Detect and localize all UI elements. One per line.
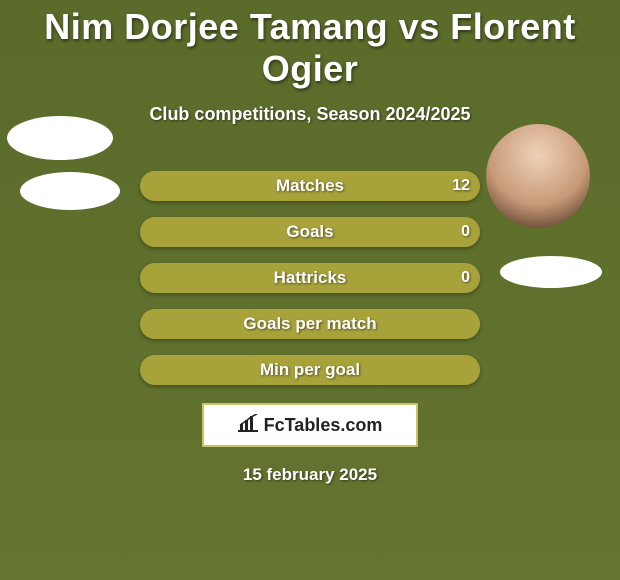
player-left-avatar-2 [20,172,120,210]
stat-row-goals-per-match: Goals per match [140,309,480,339]
stat-label: Hattricks [140,263,480,293]
stat-value-right: 0 [461,263,470,293]
stat-row-goals: Goals 0 [140,217,480,247]
logo-text: FcTables.com [264,415,383,436]
logo-box: FcTables.com [202,403,418,447]
stat-label: Goals [140,217,480,247]
player-right-avatar [486,124,590,228]
stat-row-matches: Matches 12 [140,171,480,201]
stat-row-hattricks: Hattricks 0 [140,263,480,293]
player-left-avatar-1 [7,116,113,160]
stat-bar-right [310,355,480,385]
date-text: 15 february 2025 [0,465,620,485]
player-right-flag [500,256,602,288]
stats-block: Matches 12 Goals 0 Hattricks 0 Goals per… [140,171,480,385]
bar-chart-icon [238,414,258,437]
stat-row-min-per-goal: Min per goal [140,355,480,385]
page-title: Nim Dorjee Tamang vs Florent Ogier [0,0,620,90]
stat-value-right: 0 [461,217,470,247]
stat-bar-right [310,309,480,339]
stat-value-right: 12 [452,171,470,201]
